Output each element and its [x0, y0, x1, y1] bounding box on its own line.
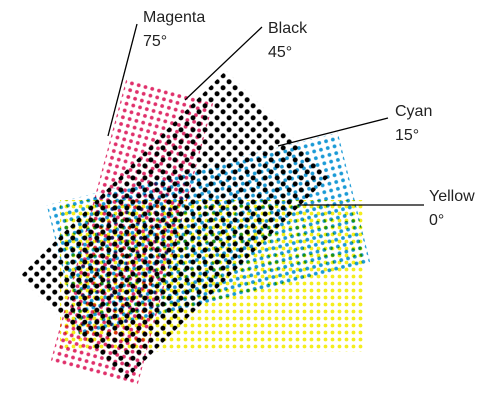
label-name: Cyan [395, 103, 432, 120]
label-name: Magenta [143, 9, 205, 26]
screens [19, 70, 371, 387]
label-name: Black [268, 20, 308, 37]
cyan-leader [277, 117, 389, 147]
leader-lines [107, 23, 424, 206]
label-angle: 15° [395, 127, 419, 144]
label-angle: 45° [268, 44, 292, 61]
label-angle: 75° [143, 33, 167, 50]
magenta-leader [107, 23, 138, 137]
label-name: Yellow [429, 188, 475, 205]
black-screen [19, 70, 331, 382]
black-leader [184, 26, 263, 101]
label-angle: 0° [429, 212, 444, 229]
